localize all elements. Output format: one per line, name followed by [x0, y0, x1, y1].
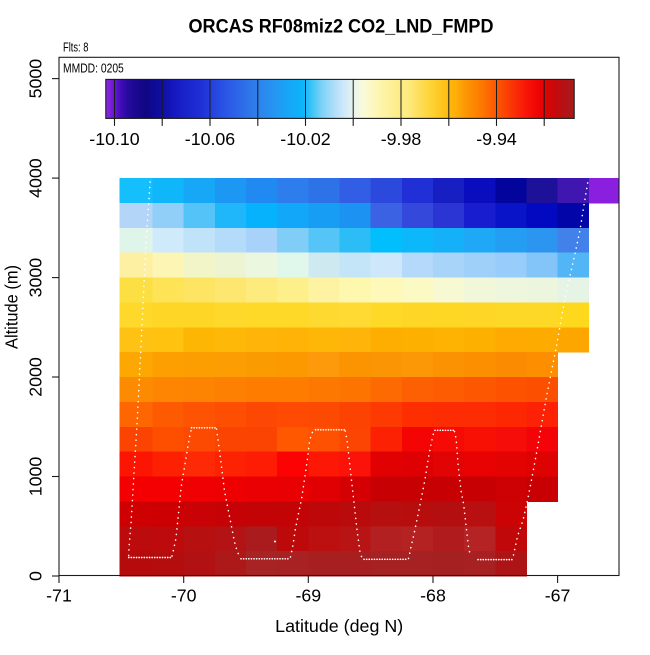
svg-text:4000: 4000 [26, 158, 46, 198]
svg-text:-10.02: -10.02 [280, 129, 330, 149]
svg-text:-68: -68 [420, 586, 446, 606]
svg-text:Latitude (deg N): Latitude (deg N) [275, 616, 403, 636]
svg-text:ORCAS RF08miz2 CO2_LND_FMPD: ORCAS RF08miz2 CO2_LND_FMPD [189, 16, 494, 37]
svg-text:Flts: 8: Flts: 8 [63, 40, 88, 55]
svg-text:-70: -70 [171, 586, 197, 606]
svg-text:2000: 2000 [26, 357, 46, 397]
svg-text:-9.98: -9.98 [381, 129, 422, 149]
svg-text:MMDD: 0205: MMDD: 0205 [63, 61, 124, 76]
svg-text:0: 0 [26, 571, 46, 581]
svg-text:-69: -69 [295, 586, 321, 606]
svg-text:3000: 3000 [26, 258, 46, 298]
svg-text:-67: -67 [545, 586, 571, 606]
svg-text:5000: 5000 [26, 59, 46, 99]
svg-text:Altitude (m): Altitude (m) [2, 265, 22, 349]
svg-text:-71: -71 [46, 586, 72, 606]
svg-text:-10.10: -10.10 [89, 129, 140, 149]
svg-text:1000: 1000 [26, 457, 46, 497]
svg-text:-10.06: -10.06 [185, 129, 236, 149]
svg-text:-9.94: -9.94 [476, 129, 517, 149]
